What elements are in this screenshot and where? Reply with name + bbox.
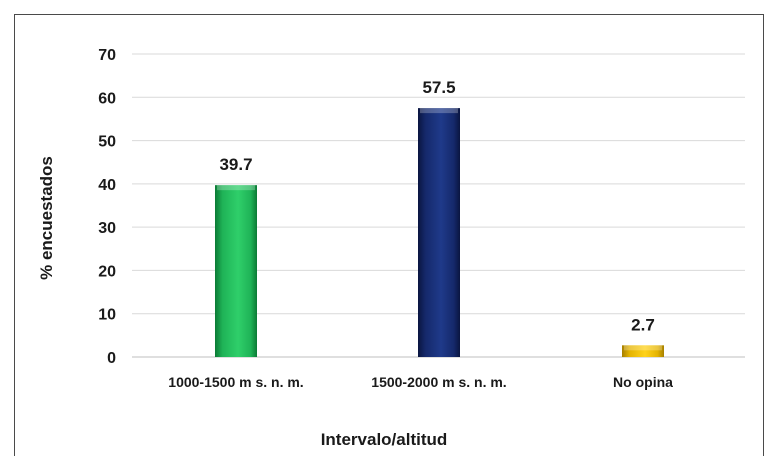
y-tick-label: 0 [107, 350, 116, 367]
data-label: 39.7 [219, 155, 252, 174]
x-axis-title: Intervalo/altitud [321, 430, 448, 449]
y-tick-label: 20 [98, 263, 116, 280]
y-tick-label: 60 [98, 90, 116, 107]
data-labels: 39.7 57.5 2.7 [219, 78, 654, 334]
y-tick-label: 40 [98, 177, 116, 194]
bar [418, 108, 460, 357]
chart-frame [14, 14, 764, 456]
bar [622, 345, 664, 357]
bar-bevel-top [420, 108, 458, 114]
x-tick-label: 1500-2000 m s. n. m. [371, 374, 506, 390]
bars [215, 108, 664, 357]
y-axis-ticks: 0 10 20 30 40 50 60 70 [98, 47, 116, 367]
bar-bevel-top [217, 185, 255, 191]
y-tick-label: 50 [98, 134, 116, 151]
data-label: 2.7 [631, 315, 655, 334]
y-tick-label: 70 [98, 47, 116, 64]
bar [215, 185, 257, 357]
y-tick-label: 30 [98, 220, 116, 237]
y-tick-label: 10 [98, 307, 116, 324]
x-axis-categories: 1000-1500 m s. n. m. 1500-2000 m s. n. m.… [168, 374, 673, 390]
x-tick-label: 1000-1500 m s. n. m. [168, 374, 303, 390]
bar-bevel-top [624, 345, 662, 351]
y-axis-title: % encuestados [37, 156, 56, 280]
data-label: 57.5 [422, 78, 455, 97]
x-tick-label: No opina [613, 374, 673, 390]
